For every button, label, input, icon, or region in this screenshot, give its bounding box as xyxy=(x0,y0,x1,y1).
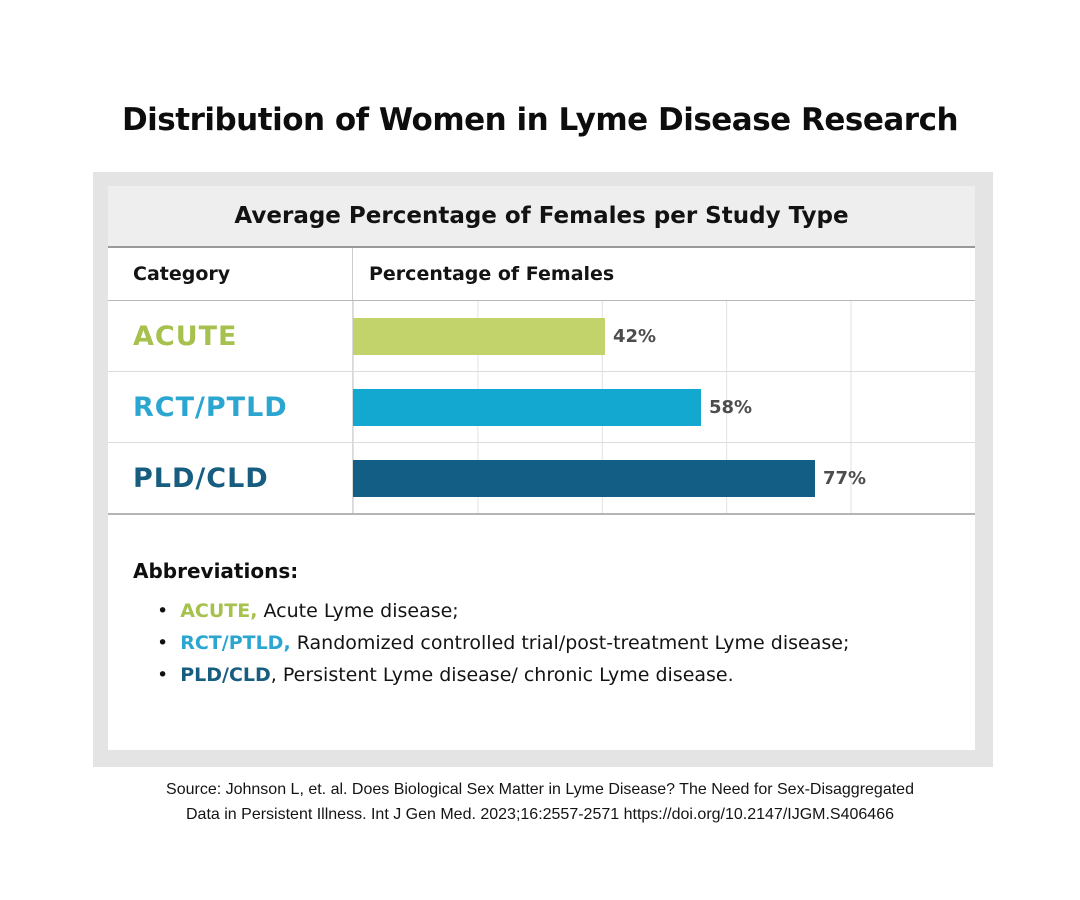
abbreviations-list: • ACUTE, Acute Lyme disease; • RCT/PTLD, Ra… xyxy=(133,595,975,691)
source-citation: Source: Johnson L, et. al. Does Biologic… xyxy=(0,777,1080,827)
category-label: ACUTE xyxy=(133,320,238,352)
abbreviation-term: PLD/CLD xyxy=(180,664,271,686)
abbreviation-text: PLD/CLD, Persistent Lyme disease/ chroni… xyxy=(180,659,733,691)
abbreviation-text: ACUTE, Acute Lyme disease; xyxy=(180,595,459,627)
table-row: RCT/PTLD 58% xyxy=(108,371,975,442)
table-row: ACUTE 42% xyxy=(108,301,975,371)
source-line-1: Source: Johnson L, et. al. Does Biologic… xyxy=(166,781,914,798)
chart-title: Average Percentage of Females per Study … xyxy=(108,186,975,248)
abbreviation-term: ACUTE, xyxy=(180,600,258,622)
bar xyxy=(353,459,815,497)
abbreviation-term: RCT/PTLD, xyxy=(180,632,291,654)
abbreviation-item: • ACUTE, Acute Lyme disease; xyxy=(157,595,975,627)
chart-panel: Average Percentage of Females per Study … xyxy=(93,172,993,767)
bar-value-label: 58% xyxy=(709,396,753,418)
bullet-dot: • xyxy=(157,600,169,622)
table-row: PLD/CLD 77% xyxy=(108,442,975,515)
category-label: PLD/CLD xyxy=(133,462,269,494)
bar-cell: 77% xyxy=(352,443,975,513)
column-header-category: Category xyxy=(133,263,231,285)
bar xyxy=(353,388,701,426)
bullet-dot: • xyxy=(157,664,169,686)
bar-value-label: 42% xyxy=(613,325,657,347)
abbreviation-definition: Acute Lyme disease; xyxy=(257,600,459,622)
abbreviation-item: • RCT/PTLD, Randomized controlled trial/p… xyxy=(157,627,975,659)
abbreviation-text: RCT/PTLD, Randomized controlled trial/po… xyxy=(180,627,849,659)
bullet-dot: • xyxy=(157,632,169,654)
abbreviation-item: • PLD/CLD, Persistent Lyme disease/ chron… xyxy=(157,659,975,691)
bar xyxy=(353,317,605,355)
abbreviation-definition: , Persistent Lyme disease/ chronic Lyme … xyxy=(270,664,734,686)
bar-cell: 42% xyxy=(352,301,975,371)
bar-chart-rows: ACUTE 42% RCT/PTLD 58% PLD/CLD 77% xyxy=(108,301,975,515)
source-line-2: Data in Persistent Illness. Int J Gen Me… xyxy=(186,806,894,823)
page-title: Distribution of Women in Lyme Disease Re… xyxy=(121,102,959,138)
category-label: RCT/PTLD xyxy=(133,391,288,423)
bar-cell: 58% xyxy=(352,372,975,442)
abbreviations-heading: Abbreviations: xyxy=(133,559,299,583)
abbreviations-block: Abbreviations: • ACUTE, Acute Lyme diseas… xyxy=(133,559,975,691)
bar-value-label: 77% xyxy=(823,467,867,489)
table-header-row: Category Percentage of Females xyxy=(108,248,975,301)
abbreviation-definition: Randomized controlled trial/post-treatme… xyxy=(290,632,850,654)
chart-card: Average Percentage of Females per Study … xyxy=(108,186,975,750)
column-header-percentage: Percentage of Females xyxy=(352,248,975,300)
